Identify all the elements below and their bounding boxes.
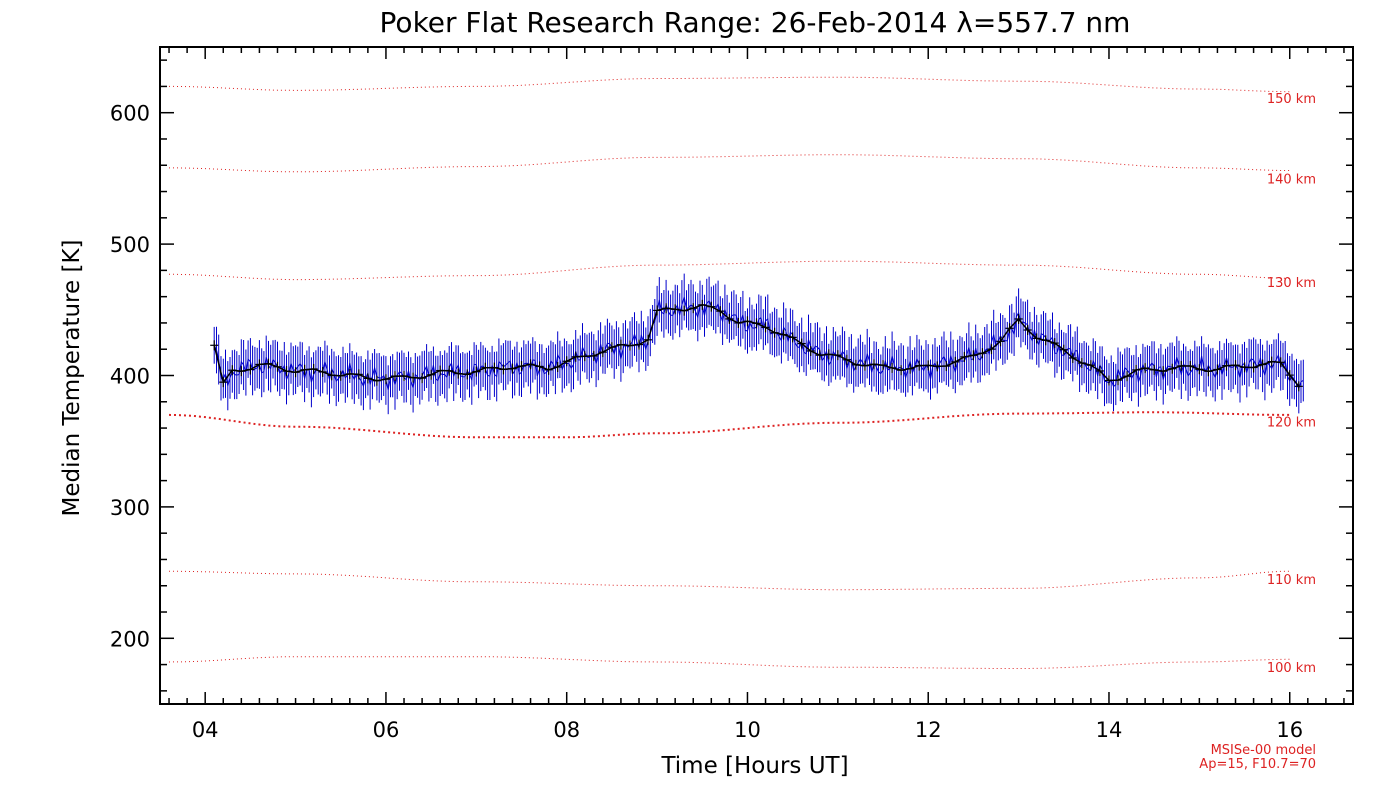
- model-name-note: MSISe-00 model: [1211, 743, 1316, 758]
- model-curve-150km: [169, 76, 1290, 93]
- y-tick-label: 600: [110, 102, 150, 126]
- x-tick-label: 16: [1276, 718, 1303, 742]
- x-tick-label: 14: [1096, 718, 1123, 742]
- y-tick-label: 300: [110, 496, 150, 520]
- model-label-120km: 120 km: [1267, 415, 1316, 430]
- median-line: [213, 304, 1300, 387]
- model-label-100km: 100 km: [1267, 661, 1316, 676]
- y-tick-label: 500: [110, 233, 150, 257]
- model-params-note: Ap=15, F10.7=70: [1199, 757, 1316, 772]
- x-tick-label: 08: [553, 718, 580, 742]
- y-axis-label: Median Temperature [K]: [59, 240, 85, 517]
- y-tick-label: 200: [110, 627, 150, 651]
- x-tick-label: 06: [373, 718, 400, 742]
- model-curve-110km: [169, 570, 1290, 591]
- plot-area: 150 km 140 km 130 km 120 km 110 km 100 km: [168, 76, 1316, 676]
- model-label-110km: 110 km: [1267, 573, 1316, 588]
- x-axis-label: Time [Hours UT]: [660, 753, 848, 779]
- model-label-130km: 130 km: [1267, 276, 1316, 291]
- model-curve-100km: [168, 656, 1290, 669]
- chart-title: Poker Flat Research Range: 26-Feb-2014 λ…: [380, 6, 1131, 39]
- x-tick-label: 10: [734, 718, 761, 742]
- x-tick-label: 04: [192, 718, 219, 742]
- model-label-140km: 140 km: [1267, 172, 1316, 187]
- model-curve-140km: [169, 154, 1290, 173]
- model-curve-120km: [168, 411, 1290, 439]
- axis-ticks: 04 06 08 10 12 14 16 200 300 400 500 600: [110, 47, 1353, 742]
- y-tick-label: 400: [110, 365, 150, 389]
- x-tick-label: 12: [915, 718, 942, 742]
- error-bars: [213, 273, 1304, 415]
- measurement-line: [213, 296, 1304, 391]
- model-label-150km: 150 km: [1267, 92, 1316, 107]
- model-curve-130km: [169, 260, 1290, 281]
